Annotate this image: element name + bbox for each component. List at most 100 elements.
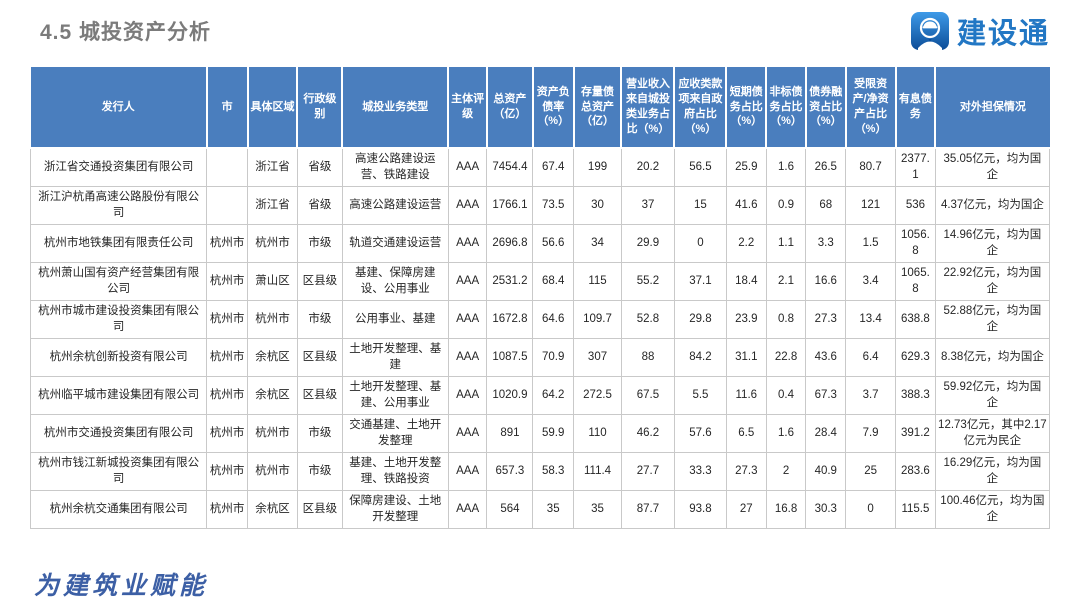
table-cell: 浙江省: [247, 186, 298, 226]
table-cell: 64.2: [532, 376, 575, 416]
table-cell: 115.5: [895, 490, 936, 530]
table-cell: 29.8: [673, 300, 727, 340]
column-header: 对外担保情况: [934, 65, 1050, 149]
table-cell: 杭州市: [206, 224, 249, 264]
table-cell: 1766.1: [486, 186, 534, 226]
table-cell: 2: [765, 452, 807, 492]
table-cell: 52.8: [620, 300, 675, 340]
table-cell: 88: [620, 338, 675, 378]
table-cell: 3.3: [805, 224, 847, 264]
table-cell: 1672.8: [486, 300, 534, 340]
column-header: 资产负债率（%）: [531, 65, 575, 149]
table-cell: 564: [486, 490, 534, 530]
civic-investment-table: 发行人市具体区域 行政级别 城投业务类型 主体评级 总资产（亿） 资产负债率（%） 存量债总…: [29, 65, 1051, 530]
table-cell: 30: [573, 186, 622, 226]
table-cell: 11.6: [725, 376, 767, 416]
table-cell: 高速公路建设运营: [341, 186, 449, 226]
table-cell: 保障房建设、土地开发整理: [341, 490, 449, 530]
table-cell: 87.7: [620, 490, 675, 530]
table-cell: 22.92亿元，均为国企: [934, 262, 1051, 302]
table-cell: 公用事业、基建: [341, 300, 449, 340]
table-cell: 16.29亿元，均为国企: [934, 452, 1051, 492]
table-cell: 40.9: [805, 452, 847, 492]
table-cell: 67.5: [620, 376, 675, 416]
table-cell: 0.8: [765, 300, 807, 340]
column-header: 存量债总资产（亿）: [572, 65, 623, 149]
table-cell: 浙江省: [247, 147, 298, 188]
table-cell: 37.1: [673, 262, 727, 302]
table-cell: 杭州余杭创新投资有限公司: [29, 338, 208, 378]
column-header: 总资产（亿）: [485, 65, 534, 149]
table-cell: 56.5: [673, 147, 727, 188]
table-cell: 35.05亿元，均为国企: [934, 147, 1051, 188]
table-cell: 307: [573, 338, 622, 378]
table-cell: 0: [673, 224, 727, 264]
column-header: 主体评级: [447, 65, 488, 149]
table-cell: 27.3: [725, 452, 767, 492]
table-cell: 3.7: [845, 376, 897, 416]
table-cell: 31.1: [725, 338, 767, 378]
table-cell: 0: [845, 490, 897, 530]
table-cell: 28.4: [805, 414, 847, 454]
table-cell: 交通基建、土地开发整理: [341, 414, 449, 454]
table-cell: 基建、保障房建设、公用事业: [341, 262, 449, 302]
construction-worker-icon: [910, 12, 949, 50]
table-cell: 34: [573, 224, 622, 264]
table-cell: 41.6: [725, 186, 767, 226]
table-cell: 1.6: [765, 414, 807, 454]
table-cell: 13.4: [845, 300, 897, 340]
column-header: 具体区域: [246, 65, 299, 149]
table-cell: 25: [845, 452, 897, 492]
column-header: 非标债务占比（%）: [765, 65, 807, 149]
table-cell: 2531.2: [486, 262, 534, 302]
table-cell: 109.7: [573, 300, 622, 340]
table-cell: 57.6: [673, 414, 727, 454]
table-cell: 33.3: [673, 452, 727, 492]
table-cell: AAA: [447, 338, 488, 378]
table-cell: 70.9: [532, 338, 575, 378]
table-cell: AAA: [447, 262, 488, 302]
table-cell: 388.3: [895, 376, 936, 416]
table-cell: 1056.8: [895, 224, 936, 264]
table-cell: 283.6: [895, 452, 936, 492]
table-cell: 29.9: [620, 224, 675, 264]
data-table: 发行人市具体区域 行政级别 城投业务类型 主体评级 总资产（亿） 资产负债率（%） 存量债总…: [29, 65, 1051, 530]
table-cell: 73.5: [532, 186, 575, 226]
table-cell: 1065.8: [895, 262, 936, 302]
column-header: 发行人: [30, 65, 208, 149]
table-cell: 35: [532, 490, 575, 530]
table-cell: 轨道交通建设运营: [341, 224, 449, 264]
table-cell: 区县级: [296, 376, 343, 416]
table-cell: 土地开发整理、基建、公用事业: [341, 376, 449, 416]
table-cell: 891: [486, 414, 534, 454]
table-cell: 浙江沪杭甬高速公路股份有限公司: [29, 186, 208, 226]
table-cell: 杭州市地铁集团有限责任公司: [29, 224, 208, 264]
table-cell: 省级: [296, 186, 343, 226]
table-row: 杭州临平城市建设集团有限公司 杭州市 余杭区 区县级 土地开发整理、基建、公用事业 AAA…: [29, 376, 1051, 416]
table-cell: 区县级: [296, 262, 343, 302]
column-header: 营业收入来自城投类业务占比（%）: [620, 65, 676, 149]
column-header: 受限资产/净资产占比（%）: [844, 65, 897, 149]
brand-name: 建设通: [956, 18, 1050, 50]
table-cell: 土地开发整理、基建: [341, 338, 449, 378]
table-cell: 16.6: [805, 262, 847, 302]
table-cell: 区县级: [296, 490, 343, 530]
column-header: 债券融资占比（%）: [804, 65, 847, 149]
table-cell: 27.7: [620, 452, 675, 492]
table-cell: 5.5: [673, 376, 727, 416]
table-cell: AAA: [447, 376, 488, 416]
table-cell: 1.5: [845, 224, 897, 264]
column-header: 短期债务占比（%）: [725, 65, 768, 149]
table-cell: 杭州市: [206, 490, 249, 530]
table-cell: 15: [673, 186, 727, 226]
table-cell: 18.4: [725, 262, 767, 302]
table-cell: 萧山区: [247, 262, 298, 302]
table-cell: 杭州市: [247, 414, 298, 454]
brand-logo: 建设通: [910, 10, 1050, 52]
table-row: 杭州市地铁集团有限责任公司 杭州市 杭州市 市级 轨道交通建设运营 AAA 2696.8 56…: [29, 224, 1051, 264]
table-cell: 余杭区: [247, 376, 298, 416]
table-cell: 391.2: [895, 414, 936, 454]
table-cell: 59.9: [532, 414, 575, 454]
table-cell: 杭州市: [206, 338, 249, 378]
table-cell: 杭州市: [206, 414, 249, 454]
